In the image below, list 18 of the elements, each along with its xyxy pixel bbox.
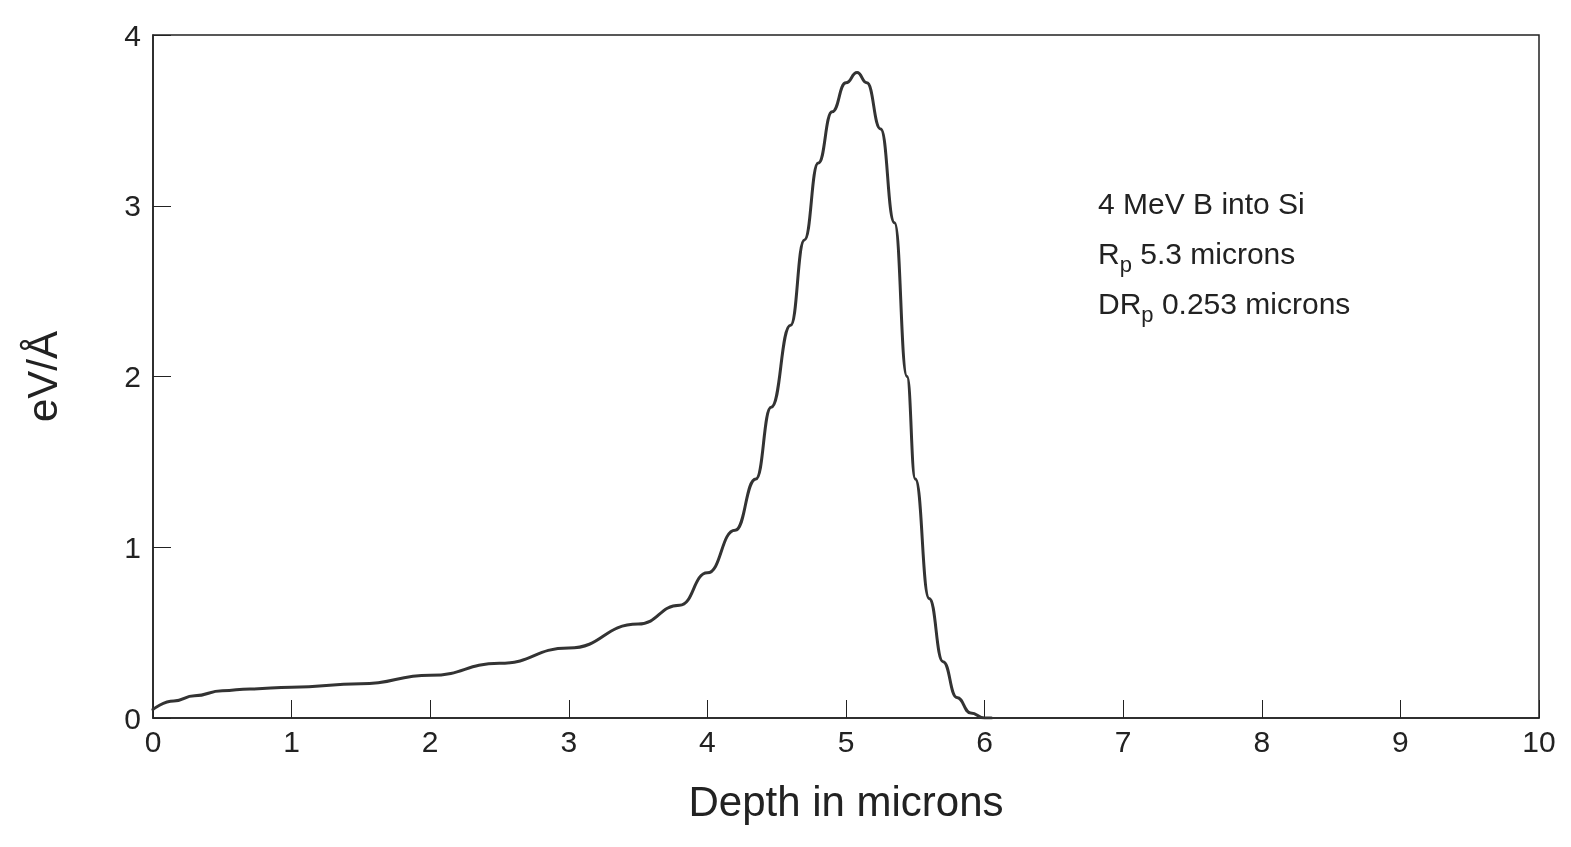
y-tick-label: 3 <box>124 189 141 223</box>
y-tick-label: 2 <box>124 360 141 393</box>
x-tick-label: 9 <box>1392 724 1409 758</box>
y-tick-label: 4 <box>124 18 141 52</box>
x-tick-label: 7 <box>1114 724 1132 758</box>
annotation: 4 MeV B into Si <box>1098 186 1305 220</box>
x-tick-label: 10 <box>1522 724 1556 758</box>
x-tick-label: 3 <box>560 724 578 758</box>
x-tick-label: 2 <box>421 724 439 758</box>
x-tick-label: 6 <box>976 724 993 758</box>
x-tick-label: 8 <box>1253 724 1271 758</box>
x-tick-label: 4 <box>699 724 716 758</box>
y-axis-title: eV/Å <box>18 330 66 423</box>
x-axis-title: Depth in microns <box>688 777 1004 825</box>
y-tick-label: 0 <box>124 701 141 735</box>
x-tick-label: 1 <box>283 724 300 758</box>
y-tick-label: 1 <box>124 530 141 564</box>
x-tick-label: 5 <box>837 724 855 758</box>
